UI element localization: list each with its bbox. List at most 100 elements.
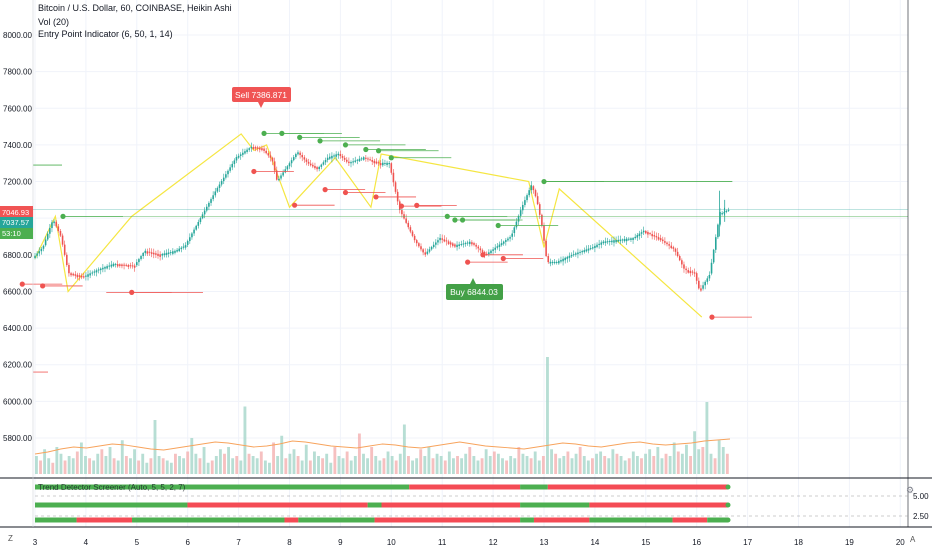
- price-tick-label: 6800.00: [3, 251, 32, 260]
- candle-body: [303, 157, 306, 160]
- candle-body: [337, 153, 340, 156]
- candle-body: [507, 238, 509, 241]
- candle-body: [250, 146, 253, 149]
- candle-body: [706, 278, 709, 282]
- volume-bar: [631, 451, 635, 474]
- volume-bar: [386, 451, 390, 474]
- volume-bar: [394, 460, 398, 474]
- candle-body: [165, 252, 168, 255]
- sell-signal[interactable]: Sell 7386.871: [232, 87, 291, 108]
- candle-body: [458, 244, 460, 247]
- volume-bar: [554, 453, 558, 474]
- time-tick-label: 12: [489, 538, 498, 547]
- volume-bar: [362, 453, 365, 474]
- candle-body: [452, 243, 454, 246]
- candle-body: [500, 243, 503, 246]
- volume-bar: [353, 456, 357, 474]
- volume-bar: [333, 447, 337, 474]
- screener-segment: [187, 502, 368, 508]
- price-tick-label: 6600.00: [3, 287, 32, 296]
- price-tick-label: 6200.00: [3, 361, 32, 370]
- candle-body: [536, 196, 539, 205]
- volume-bar: [525, 456, 529, 474]
- volume-bar: [161, 458, 165, 474]
- candle-body: [664, 241, 666, 243]
- volume-bar: [92, 460, 96, 474]
- volume-bar: [202, 447, 206, 474]
- candle-body: [331, 155, 333, 159]
- candle-body: [295, 154, 297, 158]
- volume-bar: [370, 447, 374, 474]
- screener-end-dot: [725, 517, 731, 523]
- current-price-tag: [0, 206, 33, 218]
- candle-body: [328, 156, 331, 159]
- candle-body: [248, 148, 251, 150]
- volume-bar: [390, 456, 394, 474]
- candle-body: [638, 233, 641, 236]
- volume-bar: [558, 458, 562, 474]
- zoom-button[interactable]: Z: [8, 534, 13, 543]
- screener-segment: [76, 517, 133, 523]
- candle-body: [678, 256, 681, 261]
- candle-body: [394, 182, 397, 192]
- second-price-label: 7037.57: [2, 218, 29, 227]
- candle-body: [203, 210, 206, 215]
- candle-body: [615, 239, 617, 243]
- candle-body: [155, 253, 157, 255]
- candle-body: [530, 185, 533, 191]
- candle-body: [133, 265, 136, 268]
- price-tick-label: 7800.00: [3, 68, 32, 77]
- volume-bar: [550, 449, 553, 474]
- candle-body: [261, 148, 263, 151]
- candle-body: [85, 275, 87, 277]
- candle-body: [161, 254, 164, 256]
- volume-bar: [378, 460, 382, 474]
- buy-arrow-icon: [470, 278, 476, 284]
- candle-body: [360, 158, 363, 160]
- candle-body: [44, 239, 47, 246]
- candle-body: [674, 248, 677, 252]
- candle-body: [189, 237, 191, 242]
- candle-body: [693, 272, 696, 274]
- settings-gear-icon[interactable]: ⚙: [906, 485, 914, 495]
- candle-body: [481, 250, 484, 253]
- screener-segment: [533, 517, 590, 523]
- volume-bar: [382, 458, 386, 474]
- candle-body: [40, 248, 43, 252]
- candle-body: [602, 241, 605, 244]
- volume-bar: [509, 456, 513, 474]
- volume-bar: [635, 456, 639, 474]
- candle-body: [284, 169, 287, 173]
- candle-body: [269, 155, 272, 158]
- screener-end-dot: [725, 502, 731, 508]
- candle-body: [668, 244, 670, 246]
- volume-bar: [464, 453, 468, 474]
- auto-scale-button[interactable]: A: [910, 535, 916, 544]
- candle-body: [445, 240, 448, 242]
- volume-bar: [357, 433, 361, 474]
- candle-body: [564, 257, 567, 261]
- volume-bar: [337, 456, 341, 474]
- candle-body: [167, 252, 170, 255]
- buy-signal[interactable]: Buy 6844.03: [446, 278, 503, 300]
- volume-bar: [178, 456, 181, 474]
- volume-bar: [725, 453, 729, 474]
- time-tick-label: 10: [387, 538, 396, 547]
- volume-bar: [452, 458, 455, 474]
- volume-bar: [680, 453, 684, 474]
- candle-body: [689, 270, 692, 274]
- screener-segment: [520, 517, 534, 523]
- candle-body: [409, 227, 412, 232]
- candle-body: [375, 161, 378, 164]
- candle-body: [38, 251, 41, 254]
- volume-bar: [145, 462, 149, 474]
- volume-bar: [435, 453, 439, 474]
- screener-end-dot: [725, 484, 731, 490]
- volume-bar: [223, 453, 226, 474]
- volume-bar: [697, 449, 701, 474]
- candle-body: [492, 249, 494, 251]
- volume-bar: [578, 447, 582, 474]
- candle-body: [687, 270, 690, 273]
- volume-ma-line: [34, 438, 731, 455]
